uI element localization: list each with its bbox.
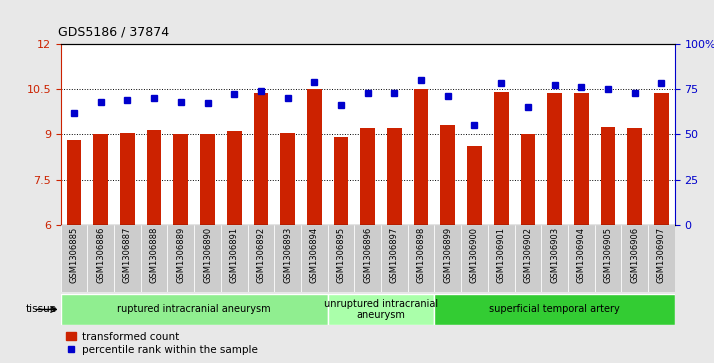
Text: GSM1306901: GSM1306901: [497, 227, 506, 283]
Text: GSM1306899: GSM1306899: [443, 227, 452, 283]
Bar: [488, 225, 515, 292]
Text: GSM1306890: GSM1306890: [203, 227, 212, 283]
Bar: [61, 294, 328, 325]
Bar: [541, 225, 568, 292]
Bar: [441, 125, 455, 225]
Text: tissue: tissue: [26, 305, 57, 314]
Bar: [61, 225, 87, 292]
Bar: [194, 225, 221, 292]
Bar: [253, 94, 268, 225]
Text: GSM1306907: GSM1306907: [657, 227, 666, 283]
Text: GSM1306885: GSM1306885: [69, 227, 79, 284]
Text: GSM1306903: GSM1306903: [550, 227, 559, 283]
Bar: [381, 225, 408, 292]
Bar: [248, 225, 274, 292]
Text: GSM1306904: GSM1306904: [577, 227, 585, 283]
Legend: transformed count, percentile rank within the sample: transformed count, percentile rank withi…: [66, 332, 258, 355]
Bar: [328, 225, 354, 292]
Bar: [628, 128, 642, 225]
Bar: [434, 225, 461, 292]
Bar: [333, 137, 348, 225]
Bar: [200, 134, 215, 225]
Bar: [521, 134, 536, 225]
Bar: [648, 225, 675, 292]
Text: GSM1306893: GSM1306893: [283, 227, 292, 284]
Text: GSM1306902: GSM1306902: [523, 227, 533, 283]
Bar: [547, 94, 562, 225]
Bar: [168, 225, 194, 292]
Bar: [66, 140, 81, 225]
Text: GSM1306896: GSM1306896: [363, 227, 372, 284]
Bar: [328, 294, 434, 325]
Bar: [515, 225, 541, 292]
Bar: [94, 134, 108, 225]
Bar: [434, 294, 675, 325]
Text: GSM1306897: GSM1306897: [390, 227, 399, 284]
Bar: [147, 130, 161, 225]
Bar: [174, 134, 188, 225]
Bar: [654, 94, 669, 225]
Bar: [413, 89, 428, 225]
Bar: [408, 225, 434, 292]
Bar: [574, 94, 588, 225]
Bar: [494, 92, 508, 225]
Bar: [87, 225, 114, 292]
Text: GDS5186 / 37874: GDS5186 / 37874: [58, 26, 169, 39]
Bar: [301, 225, 328, 292]
Text: GSM1306888: GSM1306888: [150, 227, 159, 284]
Bar: [387, 128, 402, 225]
Bar: [307, 89, 322, 225]
Bar: [120, 133, 135, 225]
Bar: [600, 127, 615, 225]
Text: GSM1306887: GSM1306887: [123, 227, 132, 284]
Bar: [467, 146, 482, 225]
Bar: [461, 225, 488, 292]
Bar: [361, 128, 375, 225]
Bar: [281, 133, 295, 225]
Text: GSM1306895: GSM1306895: [336, 227, 346, 283]
Text: GSM1306889: GSM1306889: [176, 227, 186, 284]
Bar: [568, 225, 595, 292]
Bar: [621, 225, 648, 292]
Bar: [221, 225, 248, 292]
Text: GSM1306906: GSM1306906: [630, 227, 639, 283]
Text: GSM1306898: GSM1306898: [416, 227, 426, 284]
Bar: [595, 225, 621, 292]
Bar: [274, 225, 301, 292]
Text: superficial temporal artery: superficial temporal artery: [489, 305, 620, 314]
Text: unruptured intracranial
aneurysm: unruptured intracranial aneurysm: [324, 299, 438, 320]
Bar: [114, 225, 141, 292]
Text: GSM1306891: GSM1306891: [230, 227, 238, 283]
Bar: [141, 225, 168, 292]
Text: GSM1306886: GSM1306886: [96, 227, 105, 284]
Text: GSM1306905: GSM1306905: [603, 227, 613, 283]
Text: GSM1306894: GSM1306894: [310, 227, 319, 283]
Text: GSM1306892: GSM1306892: [256, 227, 266, 283]
Text: ruptured intracranial aneurysm: ruptured intracranial aneurysm: [117, 305, 271, 314]
Text: GSM1306900: GSM1306900: [470, 227, 479, 283]
Bar: [354, 225, 381, 292]
Bar: [227, 131, 241, 225]
